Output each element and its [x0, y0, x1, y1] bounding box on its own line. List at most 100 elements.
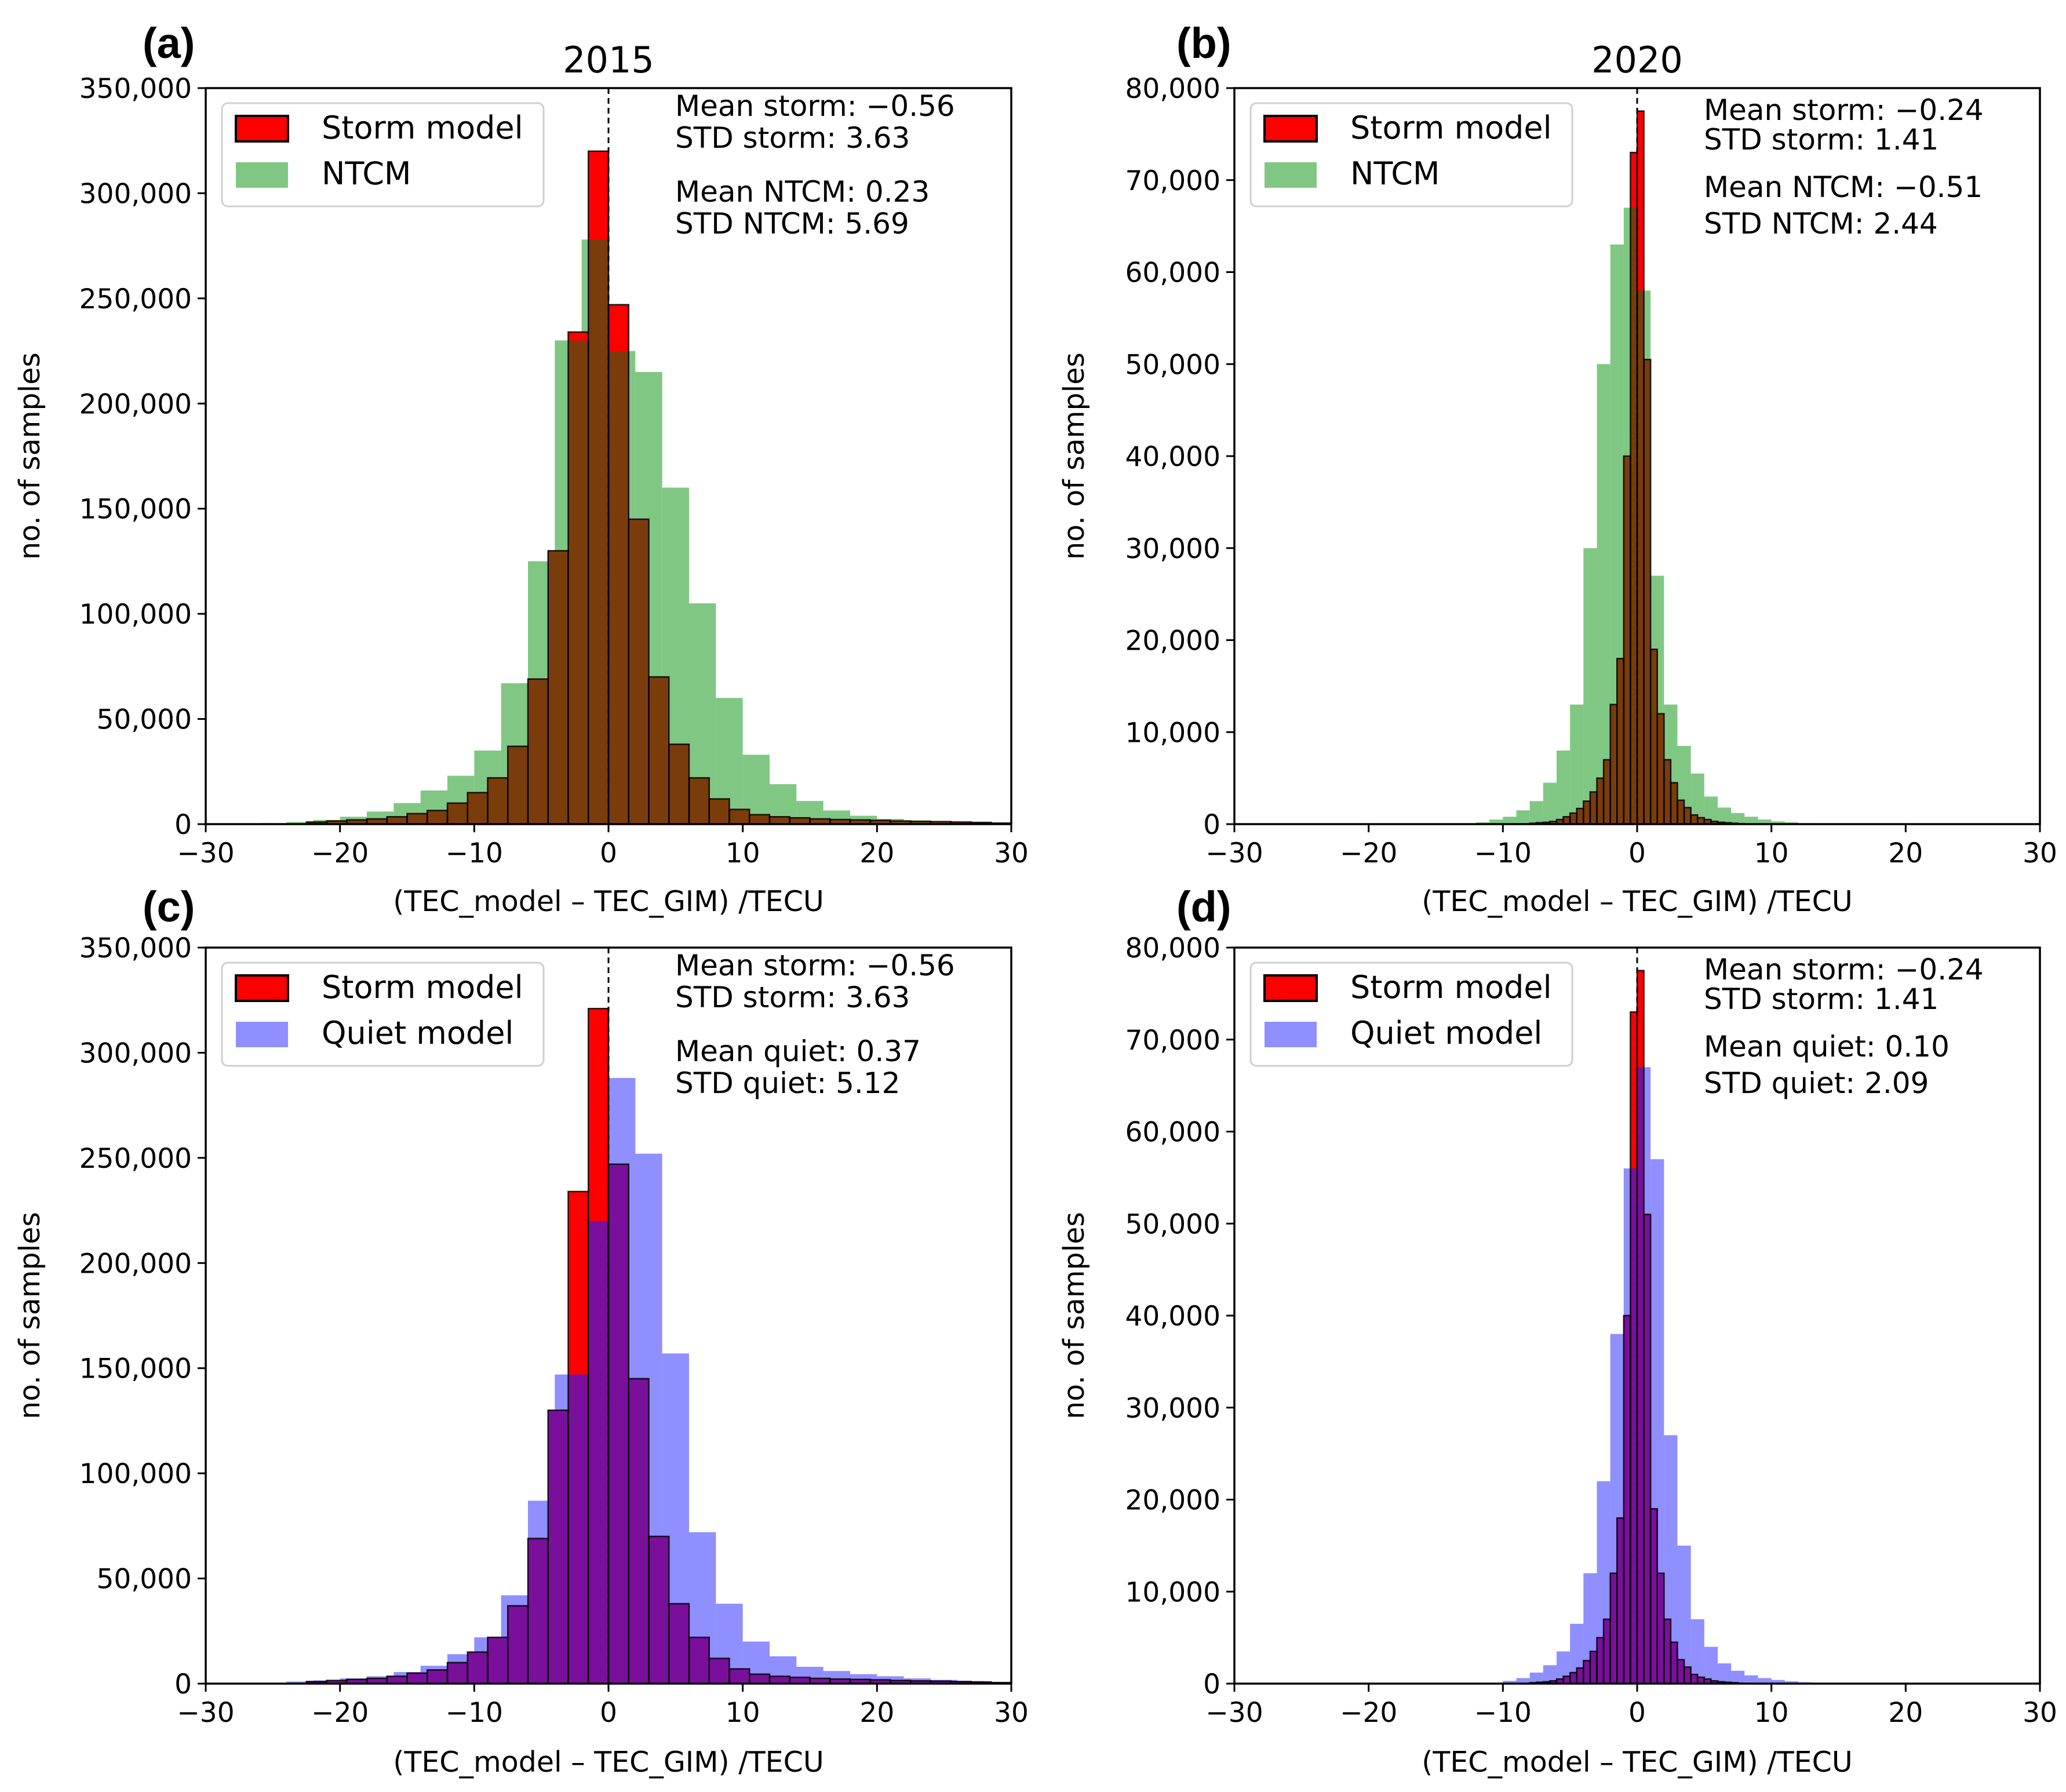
stats-box: Mean storm: −0.24 STD storm: 1.41 Mean q…: [1704, 953, 1984, 1100]
bar-overlap: [1604, 759, 1610, 824]
bar-overlap: [1677, 800, 1685, 824]
bar-overlap: [1664, 1619, 1671, 1684]
y-tick-label: 30,000: [1125, 533, 1220, 565]
bar-overlap: [628, 1378, 649, 1684]
bar-overlap: [1677, 1659, 1685, 1684]
legend-frame: [221, 102, 545, 207]
y-tick-label: 50,000: [97, 704, 192, 736]
bar-ntcm: [1744, 817, 1758, 824]
panel-label: (d): [1176, 883, 1231, 931]
bar-ntcm: [1771, 821, 1785, 824]
x-tick-label: 0: [600, 837, 617, 869]
legend: Storm model NTCM: [221, 102, 545, 207]
bar-overlap: [931, 821, 951, 824]
legend-label-storm: Storm model: [1350, 110, 1552, 146]
bar-storm-outline: [1643, 1214, 1652, 1684]
y-tick-label: 200,000: [79, 1248, 192, 1280]
bar-overlap: [1657, 713, 1664, 824]
bar-overlap: [548, 1410, 569, 1684]
x-tick-label: −10: [1474, 1697, 1532, 1729]
overlap-bars: [306, 1164, 1011, 1684]
bar-quiet-model: [1543, 1665, 1557, 1684]
bar-overlap: [1630, 207, 1637, 824]
bar-overlap: [850, 1679, 870, 1684]
bar-overlap: [427, 810, 447, 824]
stat-std-storm: STD storm: 3.63: [675, 121, 910, 155]
bar-ntcm: [1503, 817, 1517, 824]
y-ticks: 0 10,000 20,000 30,000 40,000 50,000 60,000 70,…: [1125, 73, 1234, 841]
stat-std-ntcm: STD NTCM: 2.44: [1704, 207, 1938, 241]
bar-overlap: [1623, 1316, 1631, 1684]
bar-overlap: [628, 519, 649, 824]
bar-overlap: [709, 1658, 730, 1684]
bar-ntcm: [1489, 819, 1503, 824]
bar-overlap: [1637, 290, 1644, 824]
bar-quiet-model: [1771, 1680, 1785, 1684]
legend-label-quiet: Quiet model: [322, 1015, 513, 1051]
x-axis-label: (TEC_model – TEC_GIM) /TECU: [1422, 885, 1852, 918]
y-tick-label: 300,000: [79, 178, 192, 210]
bar-overlap: [1550, 821, 1557, 824]
bar-overlap: [508, 1605, 528, 1684]
bar-overlap: [1590, 1651, 1597, 1684]
bar-overlap: [1650, 1509, 1657, 1684]
bar-overlap: [548, 551, 569, 824]
bar-overlap: [447, 803, 468, 824]
bar-overlap: [367, 1678, 387, 1684]
bar-overlap: [810, 1678, 830, 1684]
bar-overlap: [709, 799, 730, 824]
x-tick-label: 20: [1888, 837, 1923, 869]
x-tick-label: 30: [994, 1697, 1029, 1729]
x-tick-label: 0: [1628, 1697, 1646, 1729]
legend: Storm model NTCM: [1249, 102, 1573, 207]
bar-ntcm: [1704, 796, 1718, 824]
storm-outline: [305, 150, 1011, 824]
bar-storm-outline: [1643, 359, 1652, 824]
y-tick-label: 350,000: [79, 73, 192, 105]
bar-overlap: [306, 1681, 327, 1684]
legend-label-quiet: Quiet model: [1350, 1015, 1542, 1051]
legend-frame: [1249, 102, 1573, 207]
bar-overlap: [1576, 808, 1584, 824]
y-tick-label: 0: [1203, 1669, 1220, 1700]
bar-overlap: [326, 1680, 347, 1684]
y-axis-label: no. of samples: [1058, 352, 1091, 560]
x-tick-label: 10: [726, 837, 760, 869]
y-tick-label: 100,000: [79, 599, 192, 631]
bar-overlap: [367, 818, 387, 824]
y-tick-label: 50,000: [97, 1564, 192, 1596]
bar-overlap: [1570, 1672, 1577, 1684]
bar-overlap: [467, 792, 488, 824]
stats-box: Mean storm: −0.56 STD storm: 3.63 Mean q…: [675, 949, 955, 1100]
y-tick-label: 30,000: [1125, 1393, 1220, 1425]
bar-overlap: [1690, 1674, 1698, 1684]
bar-storm-outline: [628, 1378, 650, 1684]
x-tick-label: 0: [600, 1697, 617, 1729]
legend-frame: [1249, 961, 1573, 1067]
y-tick-label: 70,000: [1125, 165, 1220, 197]
bar-overlap: [648, 677, 669, 824]
y-tick-label: 40,000: [1125, 441, 1220, 473]
y-tick-label: 250,000: [79, 1143, 192, 1175]
y-tick-label: 80,000: [1125, 73, 1220, 105]
bar-quiet-model: [286, 1681, 314, 1684]
y-tick-label: 10,000: [1125, 1576, 1220, 1608]
y-tick-label: 50,000: [1125, 1208, 1220, 1240]
x-ticks: −30 −20 −10 0 10 20 30: [177, 824, 1029, 869]
bar-overlap: [427, 1670, 447, 1684]
panel-label: (c): [143, 883, 195, 931]
panel-a: 0 50,000 100,000 150,000 200,000 250,000 300,0…: [13, 19, 1029, 918]
x-tick-label: 30: [994, 837, 1029, 869]
bar-overlap: [1583, 1660, 1590, 1684]
bar-overlap: [890, 821, 911, 824]
bar-overlap: [770, 817, 790, 824]
bar-overlap: [387, 1676, 407, 1684]
x-ticks: −30 −20 −10 0 10 20 30: [1205, 1684, 2057, 1729]
y-tick-label: 60,000: [1125, 257, 1220, 289]
bar-quiet-model: [1677, 1545, 1691, 1684]
bar-overlap: [347, 1679, 367, 1684]
bar-overlap: [1617, 1518, 1624, 1684]
bar-overlap: [568, 340, 589, 824]
bar-quiet-model: [1516, 1678, 1530, 1684]
legend-swatch-storm: [1263, 974, 1318, 1002]
